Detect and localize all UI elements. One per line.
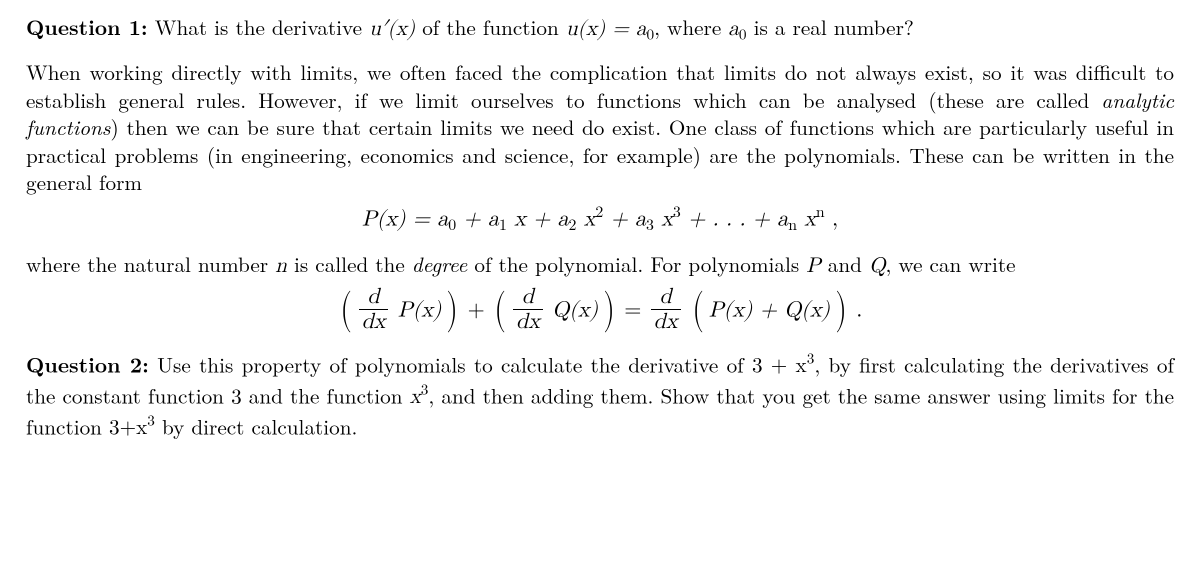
question-2-label: Question 2: — [26, 349, 149, 379]
q1-a0: a0 — [728, 19, 746, 40]
question-1: Question 1: What is the derivative u′(x)… — [26, 14, 1174, 45]
q1-mid2: , where — [654, 12, 728, 42]
q1-text-before: What is the derivative — [155, 12, 369, 42]
q1-derivative: u′(x) — [369, 19, 415, 40]
document-page: Question 1: What is the derivative u′(x)… — [0, 0, 1200, 585]
q1-after: is a real number? — [747, 12, 914, 42]
sum-rule-equation: (ddx P(x)) + (ddx Q(x)) = ddx (P(x) + Q(… — [26, 286, 1174, 335]
intro-b: ) then we can be sure that certain limit… — [26, 112, 1174, 197]
intro-a: When working directly with limits, we of… — [26, 57, 1174, 115]
ddx-1: ddx — [359, 286, 389, 335]
q2-expr1: 3 + x3 — [752, 356, 814, 377]
question-2: Question 2: Use this property of polynom… — [26, 350, 1174, 443]
q1-mid1: of the function — [415, 12, 566, 42]
polynomial-general-form: P(x) = a0 + a1 x + a2 x2 + a3 x3 + . . .… — [26, 203, 1174, 237]
q2-expr2: 3+x3 — [109, 418, 155, 439]
ddx-2: ddx — [513, 286, 543, 335]
question-1-label: Question 1: — [26, 12, 148, 42]
q2-x3: x3 — [410, 387, 429, 408]
ddx-3: ddx — [651, 286, 681, 335]
intro-paragraph: When working directly with limits, we of… — [26, 59, 1174, 197]
degree-paragraph: where the natural number n is called the… — [26, 251, 1174, 281]
q1-function: u(x) = a0 — [566, 19, 654, 40]
